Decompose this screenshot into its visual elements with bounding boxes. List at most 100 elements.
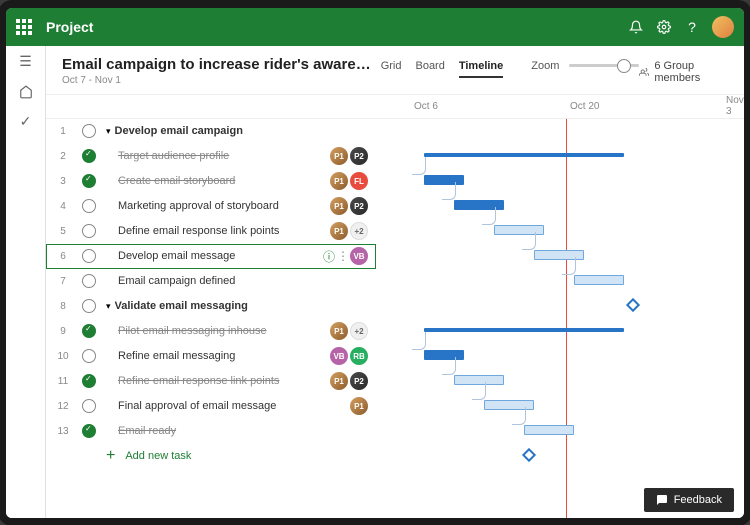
status-circle[interactable] [82, 374, 96, 388]
task-name: Refine email response link points [106, 375, 330, 387]
view-timeline[interactable]: Timeline [459, 60, 503, 78]
task-name: Email campaign defined [106, 275, 368, 287]
assignee-avatar[interactable]: P2 [350, 197, 368, 215]
today-line [566, 119, 567, 518]
gantt-bar[interactable] [534, 250, 584, 260]
task-name: Final approval of email message [106, 400, 350, 412]
task-name: Develop email message [106, 250, 322, 262]
dependency-link [482, 207, 496, 225]
row-number: 10 [54, 351, 72, 362]
row-number: 3 [54, 176, 72, 187]
task-row[interactable]: 13 Email ready [46, 419, 376, 444]
check-icon[interactable]: ✓ [18, 114, 34, 130]
assignee-avatar[interactable]: P1 [330, 147, 348, 165]
row-number: 1 [54, 126, 72, 137]
task-row[interactable]: 11 Refine email response link points P1P… [46, 369, 376, 394]
task-name: Create email storyboard [106, 175, 330, 187]
task-name: Refine email messaging [106, 350, 330, 362]
task-row[interactable]: 7 Email campaign defined [46, 269, 376, 294]
bell-icon[interactable] [622, 13, 650, 41]
task-row[interactable]: 9 Pilot email messaging inhouse P1+2 [46, 319, 376, 344]
waffle-icon[interactable] [16, 19, 32, 35]
caret-icon[interactable]: ▾ [106, 126, 111, 137]
assignee-avatar[interactable]: P2 [350, 372, 368, 390]
gear-icon[interactable] [650, 13, 678, 41]
assignee-avatar[interactable]: FL [350, 172, 368, 190]
user-avatar[interactable] [712, 16, 734, 38]
assignee-avatar[interactable]: VB [350, 247, 368, 265]
gantt-bar[interactable] [424, 328, 624, 332]
task-name: Define email response link points [106, 225, 330, 237]
status-circle[interactable] [82, 174, 96, 188]
task-row[interactable]: 4 Marketing approval of storyboard P1P2 [46, 194, 376, 219]
view-grid[interactable]: Grid [381, 60, 402, 78]
app-name: Project [46, 19, 622, 35]
assignee-avatar[interactable]: P1 [330, 222, 348, 240]
gantt-chart [376, 143, 744, 518]
project-dates: Oct 7 - Nov 1 [62, 75, 371, 86]
assignee-avatar[interactable]: P1 [350, 397, 368, 415]
assignee-avatar[interactable]: +2 [350, 322, 368, 340]
zoom-label: Zoom [531, 60, 559, 72]
task-row[interactable]: 8 ▾ Validate email messaging [46, 294, 376, 319]
status-circle[interactable] [82, 224, 96, 238]
task-name: Pilot email messaging inhouse [106, 325, 330, 337]
task-name: Target audience profile [106, 150, 330, 162]
project-title: Email campaign to increase rider's aware… [62, 56, 371, 73]
assignee-avatar[interactable]: P1 [330, 372, 348, 390]
status-circle[interactable] [82, 249, 96, 263]
dependency-link [442, 182, 456, 200]
status-circle[interactable] [82, 274, 96, 288]
task-row[interactable]: 12 Final approval of email message P1 [46, 394, 376, 419]
dependency-link [442, 357, 456, 375]
dependency-link [472, 382, 486, 400]
feedback-button[interactable]: Feedback [644, 488, 734, 512]
task-name: Validate email messaging [115, 300, 368, 312]
status-circle[interactable] [82, 149, 96, 163]
caret-icon[interactable]: ▾ [106, 301, 111, 312]
hamburger-icon[interactable]: ☰ [18, 54, 34, 70]
more-icon[interactable]: ⋮ [336, 249, 350, 263]
status-circle[interactable] [82, 199, 96, 213]
dependency-link [562, 257, 576, 275]
status-circle[interactable] [82, 399, 96, 413]
gantt-bar[interactable] [454, 200, 504, 210]
dependency-link [522, 232, 536, 250]
assignee-avatar[interactable]: P1 [330, 322, 348, 340]
task-row[interactable]: 10 Refine email messaging VBRB [46, 344, 376, 369]
info-icon[interactable]: ⓘ [322, 248, 336, 265]
milestone[interactable] [522, 447, 536, 461]
task-row[interactable]: 2 Target audience profile P1P2 [46, 144, 376, 169]
view-board[interactable]: Board [415, 60, 444, 78]
assignee-avatar[interactable]: P1 [330, 197, 348, 215]
group-members[interactable]: 6 Group members [639, 56, 728, 84]
gantt-bar[interactable] [524, 425, 574, 435]
status-circle[interactable] [82, 349, 96, 363]
assignee-avatar[interactable]: RB [350, 347, 368, 365]
help-icon[interactable]: ? [678, 13, 706, 41]
add-task-button[interactable]: +Add new task [46, 444, 376, 469]
assignee-avatar[interactable]: P2 [350, 147, 368, 165]
status-circle[interactable] [82, 324, 96, 338]
gantt-bar[interactable] [574, 275, 624, 285]
gantt-bar[interactable] [494, 225, 544, 235]
home-icon[interactable] [18, 84, 34, 100]
zoom-slider[interactable] [569, 64, 639, 67]
task-row[interactable]: 5 Define email response link points P1+2 [46, 219, 376, 244]
task-name: Marketing approval of storyboard [106, 200, 330, 212]
task-row[interactable]: 6 Develop email message ⓘ⋮ VB [46, 244, 376, 269]
row-number: 13 [54, 426, 72, 437]
task-row[interactable]: 1 ▾ Develop email campaign [46, 119, 376, 144]
assignee-avatar[interactable]: VB [330, 347, 348, 365]
milestone[interactable] [626, 297, 640, 311]
gantt-bar[interactable] [484, 400, 534, 410]
row-number: 12 [54, 401, 72, 412]
assignee-avatar[interactable]: P1 [330, 172, 348, 190]
row-number: 7 [54, 276, 72, 287]
status-circle[interactable] [82, 299, 96, 313]
task-row[interactable]: 3 Create email storyboard P1FL [46, 169, 376, 194]
gantt-bar[interactable] [424, 153, 624, 157]
status-circle[interactable] [82, 124, 96, 138]
assignee-avatar[interactable]: +2 [350, 222, 368, 240]
status-circle[interactable] [82, 424, 96, 438]
